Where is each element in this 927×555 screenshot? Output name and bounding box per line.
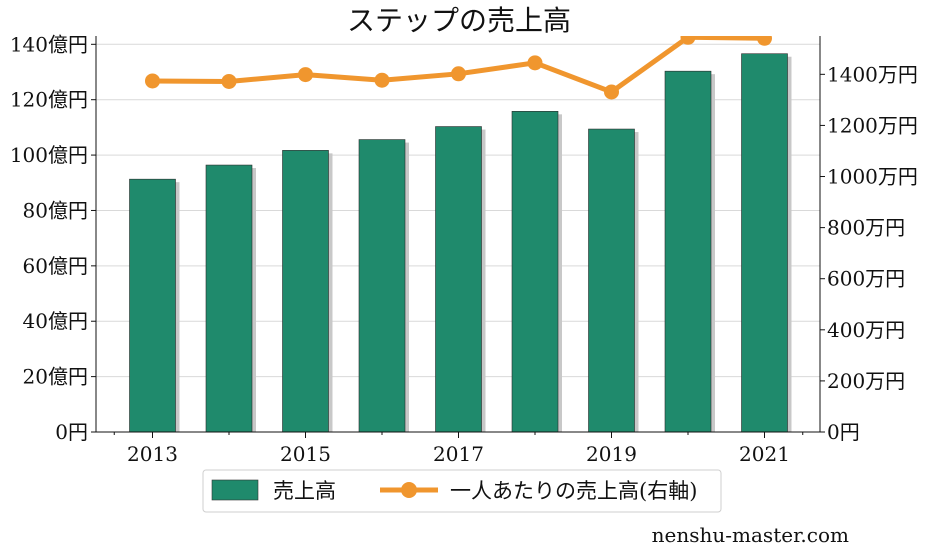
left-tick-label: 100億円 (10, 143, 88, 167)
axes: 0円 20億円 40億円 60億円 80億円 100億円 120億円 140億円 0円 200万円… (10, 32, 918, 466)
bar-2016 (358, 139, 406, 433)
per-person-point-2017 (451, 66, 466, 82)
per-person-point-2013 (145, 73, 160, 89)
left-tick-label: 0円 (55, 420, 88, 444)
legend-box (202, 469, 722, 513)
right-tick-label: 1200万円 (827, 113, 918, 137)
right-tick-label: 600万円 (827, 267, 905, 291)
x-tick-label: 2019 (586, 442, 637, 466)
right-tick-label: 0円 (827, 420, 860, 444)
bar-series (129, 53, 792, 433)
bar-2021 (741, 53, 788, 433)
left-tick-label: 120億円 (10, 88, 88, 112)
right-tick-label: 800万円 (827, 216, 905, 240)
bar-2015 (282, 150, 329, 433)
left-tick-label: 60億円 (23, 254, 88, 278)
left-tick-label: 40億円 (23, 309, 88, 333)
x-tick-label: 2017 (433, 442, 484, 466)
right-tick-label: 400万円 (827, 318, 905, 342)
right-tick-label: 200万円 (827, 369, 905, 393)
per-person-point-2020 (680, 36, 696, 45)
legend-label-sales: 売上高 (273, 479, 336, 503)
x-tick-label: 2015 (280, 442, 331, 466)
bar-2018 (511, 111, 559, 433)
line-series (145, 36, 772, 100)
legend: 売上高 一人あたりの売上高(右軸) (202, 469, 722, 513)
per-person-point-2015 (298, 67, 313, 83)
per-person-point-2018 (527, 55, 543, 71)
x-tick-label: 2013 (127, 442, 178, 466)
per-person-point-2021 (757, 36, 772, 46)
bar-2014 (205, 164, 253, 433)
per-person-point-2014 (221, 73, 237, 89)
per-person-point-2019 (604, 84, 619, 100)
left-tick-label: 20億円 (23, 365, 88, 389)
left-tick-label: 140億円 (10, 32, 88, 56)
watermark: nenshu-master.com (651, 523, 849, 547)
legend-label-per-person: 一人あたりの売上高(右軸) (450, 479, 697, 503)
bar-2017 (435, 126, 482, 433)
legend-swatch-bar (211, 479, 259, 501)
right-tick-label: 1000万円 (827, 165, 918, 189)
left-tick-label: 80億円 (23, 198, 88, 222)
right-tick-label: 1400万円 (827, 62, 918, 86)
bar-2020 (664, 70, 712, 433)
bar-2019 (588, 128, 635, 433)
per-person-point-2016 (374, 72, 390, 88)
legend-swatch-marker (401, 482, 417, 498)
x-tick-label: 2021 (739, 442, 790, 466)
bar-2013 (129, 178, 176, 433)
chart-title: ステップの売上高 (347, 4, 571, 37)
line-clip-group (145, 36, 772, 100)
